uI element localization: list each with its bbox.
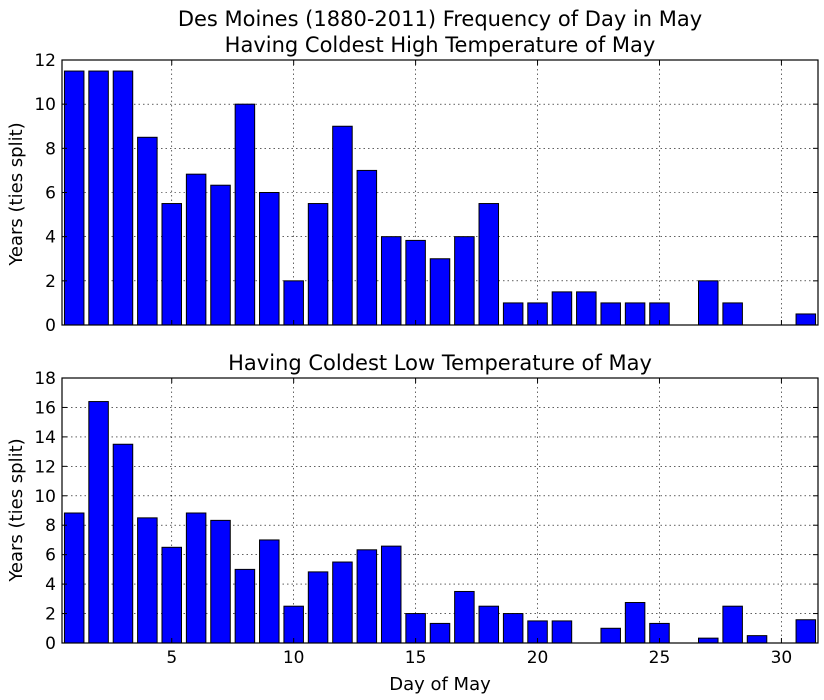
top-panel-bar-day-13	[356, 169, 378, 326]
bottom-panel-bar-day-7	[210, 519, 231, 644]
top-panel-ytick-label: 6	[45, 184, 56, 204]
bottom-panel-bar-day-4	[137, 517, 158, 644]
bottom-panel-xtick-label: 30	[771, 648, 793, 668]
top-panel-bar-day-21	[551, 291, 573, 326]
top-panel-bar-day-14	[380, 236, 402, 326]
top-panel-plot: 0 2 4 6 8 10 12	[34, 51, 819, 336]
top-panel-bar-day-18	[478, 203, 500, 326]
bottom-panel-bar-day-6	[185, 512, 207, 644]
bottom-panel-bar-day-18	[478, 605, 500, 644]
top-panel-bar-day-17	[454, 236, 475, 326]
bottom-panel-bar-day-28	[722, 605, 743, 644]
bottom-panel-ylabel: Years (ties split)	[6, 438, 27, 582]
top-panel-bar-day-28	[722, 302, 743, 326]
bottom-panel-ytick-label: 18	[34, 369, 56, 389]
bottom-panel-bar-day-29	[746, 635, 768, 644]
top-panel-bar-day-6	[185, 173, 207, 326]
bottom-panel-axes-frame	[61, 377, 819, 644]
bottom-panel-title: Having Coldest Low Temperature of May	[228, 351, 652, 375]
top-panel-ytick-label: 10	[34, 95, 56, 115]
top-panel-bar-day-3	[112, 70, 134, 326]
bottom-panel-xtick-label: 25	[649, 648, 671, 668]
bottom-panel-bar-day-23	[600, 627, 621, 644]
chart-title: Des Moines (1880-2011) Frequency of Day …	[178, 7, 702, 31]
bottom-panel-xtick-label: 5	[166, 648, 177, 668]
top-panel-ytick-label: 0	[45, 316, 56, 336]
bottom-panel-bar-day-2	[88, 401, 109, 644]
bottom-panel-bar-day-21	[551, 620, 573, 644]
bottom-panel-plot: 0 2 4 6 8 10 12 14 16 18 5 10 15 20 25 30	[34, 369, 819, 668]
top-panel-bar-day-11	[307, 203, 329, 326]
top-panel-bar-day-24	[624, 302, 646, 326]
top-panel-bar-day-4	[137, 136, 158, 326]
bottom-panel-xtick-label: 10	[283, 648, 305, 668]
top-panel-ytick-label: 4	[45, 228, 56, 248]
top-panel-bar-day-19	[502, 302, 524, 326]
top-panel-bar-day-5	[161, 203, 182, 326]
bottom-panel-bar-day-14	[380, 545, 402, 644]
bottom-panel-bar-day-27	[698, 637, 719, 644]
top-panel-axes-frame	[61, 59, 819, 326]
top-panel-subtitle: Having Coldest High Temperature of May	[225, 33, 656, 57]
bottom-panel-bar-day-9	[259, 539, 280, 644]
top-panel-bar-day-31	[795, 313, 817, 326]
bottom-panel-bar-day-24	[624, 602, 646, 644]
bottom-panel-ytick-label: 12	[34, 457, 56, 477]
top-panel-bar-day-23	[600, 302, 621, 326]
bottom-panel-bar-day-11	[307, 571, 329, 644]
bottom-panel-ytick-label: 10	[34, 487, 56, 507]
bottom-panel-ytick-label: 2	[45, 605, 56, 625]
bottom-panel-bar-day-16	[429, 622, 451, 644]
bottom-panel-bar-day-1	[63, 512, 85, 644]
bottom-panel-ytick-label: 6	[45, 546, 56, 566]
top-panel-bar-day-15	[405, 239, 426, 326]
top-panel-bar-day-9	[259, 192, 280, 326]
top-panel-ytick-label: 8	[45, 139, 56, 159]
top-panel-bar-day-16	[429, 258, 451, 326]
top-panel-ytick-label: 12	[34, 51, 56, 71]
bottom-panel-bar-day-31	[795, 619, 817, 644]
bottom-panel-xtick-label: 15	[405, 648, 427, 668]
bottom-panel-bar-day-10	[283, 605, 304, 644]
top-panel-bar-day-22	[576, 291, 597, 326]
bottom-panel-ytick-label: 0	[45, 634, 56, 654]
bottom-panel-bar-day-3	[112, 443, 134, 644]
top-panel-bar-day-8	[234, 103, 256, 326]
top-panel-bar-day-12	[332, 125, 353, 326]
bottom-panel-xlabel: Day of May	[389, 674, 491, 695]
bottom-panel-ytick-label: 8	[45, 516, 56, 536]
bottom-panel-bar-day-5	[161, 546, 182, 644]
bottom-panel-ytick-label: 4	[45, 575, 56, 595]
bottom-panel-ytick-label: 14	[34, 428, 56, 448]
top-panel-ytick-label: 2	[45, 272, 56, 292]
top-panel-bar-day-27	[698, 280, 719, 326]
top-panel-bar-day-1	[63, 70, 85, 326]
bottom-panel-bar-day-17	[454, 590, 475, 644]
bottom-panel-bar-day-12	[332, 561, 353, 644]
bottom-panel-ytick-label: 16	[34, 398, 56, 418]
bottom-panel-bar-day-8	[234, 568, 256, 644]
bottom-panel-xtick-label: 20	[527, 648, 549, 668]
bottom-panel-bar-day-13	[356, 549, 378, 644]
bottom-panel-bar-day-19	[502, 613, 524, 644]
top-panel-ylabel: Years (ties split)	[6, 122, 27, 266]
top-panel-bar-day-7	[210, 184, 231, 326]
top-panel-bar-day-10	[283, 280, 304, 326]
top-panel-bar-day-2	[88, 70, 109, 326]
